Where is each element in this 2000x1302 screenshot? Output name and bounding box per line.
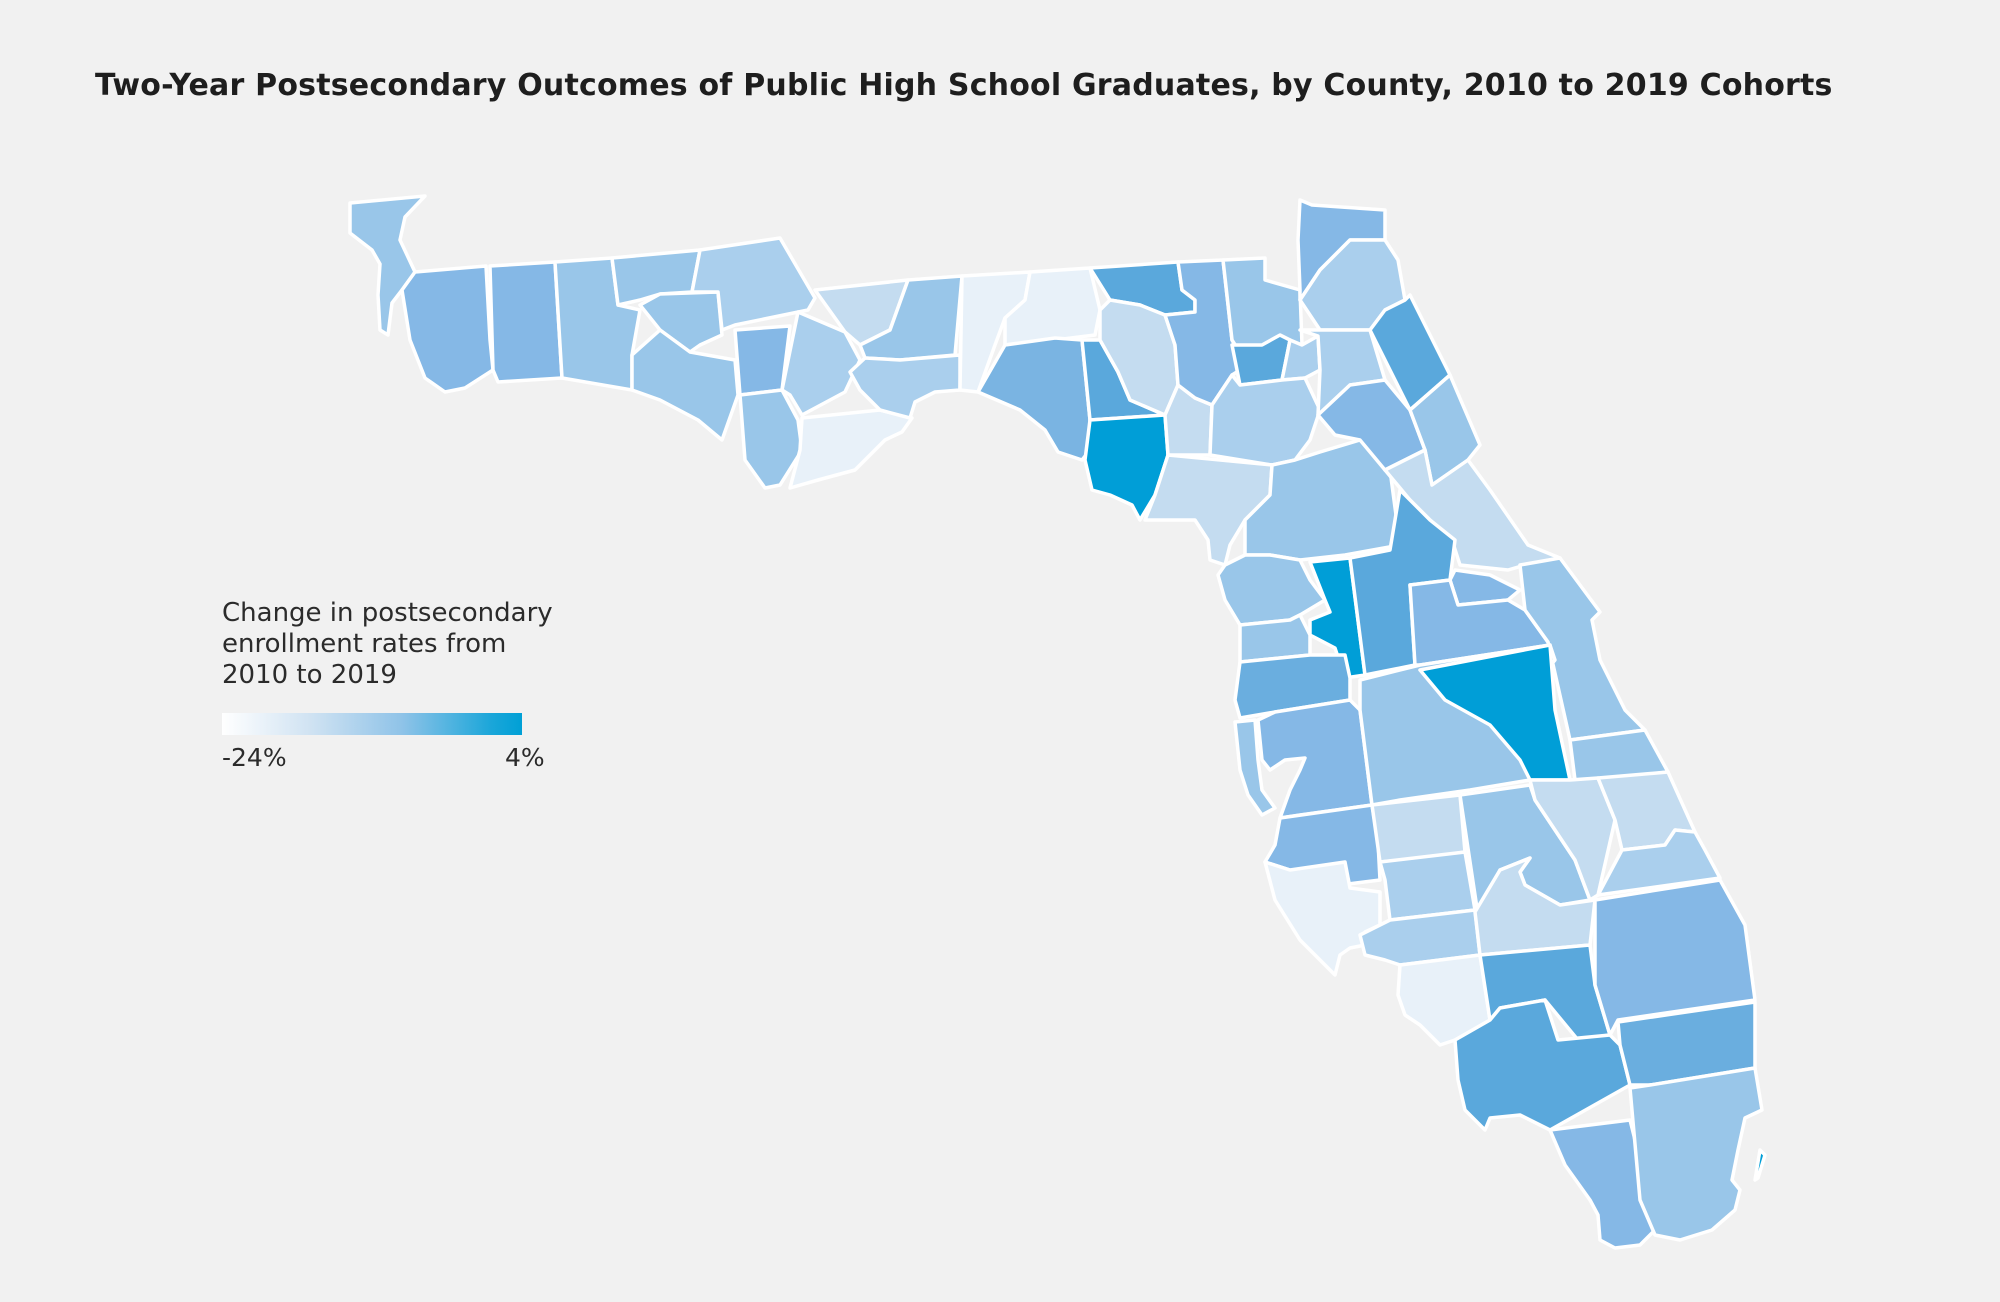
big-bend-counties [958,256,1402,567]
legend-title-line: Change in postsecondary [222,598,553,628]
county-wakulla[interactable] [848,353,962,420]
county-santa-rosa[interactable] [400,264,495,394]
county-okaloosa[interactable] [488,260,564,384]
county-taylor[interactable] [976,336,1092,462]
legend-max-label: 4% [505,743,545,772]
county-biscayne-islands[interactable] [1753,1148,1767,1182]
county-martin[interactable] [1596,828,1722,897]
panhandle-counties [348,194,964,490]
county-desoto[interactable] [1378,850,1477,922]
county-gulf[interactable] [738,388,804,490]
county-liberty[interactable] [780,310,862,417]
legend-title: Change in postsecondary enrollment rates… [222,598,582,691]
legend-title-line: enrollment rates from [222,629,507,659]
map-title: Two-Year Postsecondary Outcomes of Publi… [95,68,1833,103]
county-franklin[interactable] [788,408,914,490]
county-st-johns[interactable] [1368,293,1452,412]
south-counties [1396,878,1767,1250]
county-okeechobee[interactable] [1528,776,1617,902]
legend-title-line: 2010 to 2019 [222,660,397,690]
county-pinellas[interactable] [1233,718,1277,817]
county-miami-dade[interactable] [1628,1066,1764,1242]
central-counties [1216,488,1722,977]
county-palm-beach[interactable] [1593,878,1757,1037]
legend: Change in postsecondary enrollment rates… [222,598,582,773]
northeast-counties [1296,198,1562,572]
county-lake[interactable] [1348,488,1457,677]
county-escambia[interactable] [348,194,427,337]
county-marion[interactable] [1243,438,1402,562]
county-citrus[interactable] [1216,553,1327,627]
county-jackson[interactable] [690,236,817,332]
county-alachua[interactable] [1208,373,1322,467]
county-hillsborough[interactable] [1256,698,1374,820]
legend-min-label: -24% [222,743,287,772]
legend-color-scale [222,713,522,735]
county-bay[interactable] [630,328,740,442]
legend-labels: -24% 4% [222,743,545,773]
county-brevard[interactable] [1518,556,1647,742]
